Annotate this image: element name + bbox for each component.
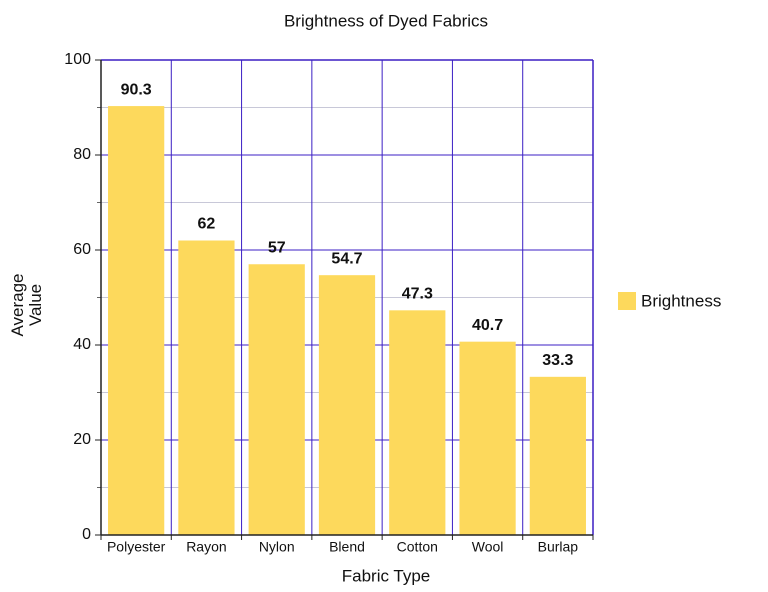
x-tick-label: Polyester — [107, 539, 166, 555]
bar — [529, 376, 586, 535]
y-tick-label: 100 — [64, 51, 91, 68]
y-tick-label: 0 — [82, 526, 91, 543]
legend-label: Brightness — [641, 291, 721, 310]
bar — [318, 275, 376, 535]
bar — [178, 240, 235, 535]
value-label: 57 — [268, 239, 286, 256]
y-tick-label: 80 — [73, 146, 91, 163]
y-axis-title: AverageValue — [8, 273, 45, 336]
value-label: 40.7 — [472, 317, 503, 334]
x-tick-label: Cotton — [397, 539, 438, 555]
y-tick-label: 20 — [73, 431, 91, 448]
value-label: 62 — [198, 216, 216, 233]
y-tick-label: 60 — [73, 241, 91, 258]
legend-swatch — [618, 292, 636, 310]
bar — [459, 341, 516, 535]
x-tick-label: Blend — [329, 539, 365, 555]
value-label: 54.7 — [331, 250, 362, 267]
value-label: 90.3 — [121, 81, 152, 98]
x-tick-label: Wool — [472, 539, 504, 555]
x-tick-label: Burlap — [538, 539, 579, 555]
value-label: 47.3 — [402, 286, 433, 303]
bar — [389, 310, 446, 535]
y-tick-label: 40 — [73, 336, 91, 353]
bar — [248, 264, 305, 535]
chart-title: Brightness of Dyed Fabrics — [284, 11, 488, 30]
x-axis-title: Fabric Type — [342, 566, 431, 585]
x-tick-label: Rayon — [186, 539, 226, 555]
bar — [108, 106, 165, 535]
x-tick-label: Nylon — [259, 539, 295, 555]
value-label: 33.3 — [542, 352, 573, 369]
